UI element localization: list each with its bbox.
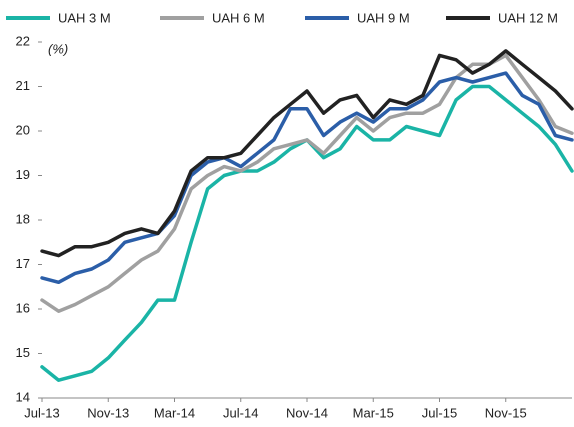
series-line [40,53,574,313]
y-axis-label: (%) [48,41,68,56]
y-tick-label: 22 [16,33,30,48]
y-tick-label: 21 [16,78,30,93]
x-tick-label: Nov-15 [485,405,527,420]
y-tick-label: 15 [16,345,30,360]
x-tick-label: Nov-14 [286,405,328,420]
y-tick-label: 17 [16,256,30,271]
y-tick-label: 19 [16,167,30,182]
legend-label: UAH 3 M [58,10,111,25]
legend-label: UAH 12 M [498,10,558,25]
series-line [40,71,574,285]
series-line [40,49,574,258]
y-tick-label: 20 [16,122,30,137]
legend-label: UAH 6 M [212,10,265,25]
x-tick-label: Mar-15 [353,405,394,420]
y-tick-label: 18 [16,211,30,226]
x-tick-label: Jul-14 [223,405,258,420]
y-tick-label: 16 [16,300,30,315]
y-tick-label: 14 [16,389,30,404]
legend-label: UAH 9 M [357,10,410,25]
x-tick-label: Jul-15 [422,405,457,420]
x-tick-label: Mar-14 [154,405,195,420]
x-tick-label: Nov-13 [87,405,129,420]
x-tick-label: Jul-13 [24,405,59,420]
